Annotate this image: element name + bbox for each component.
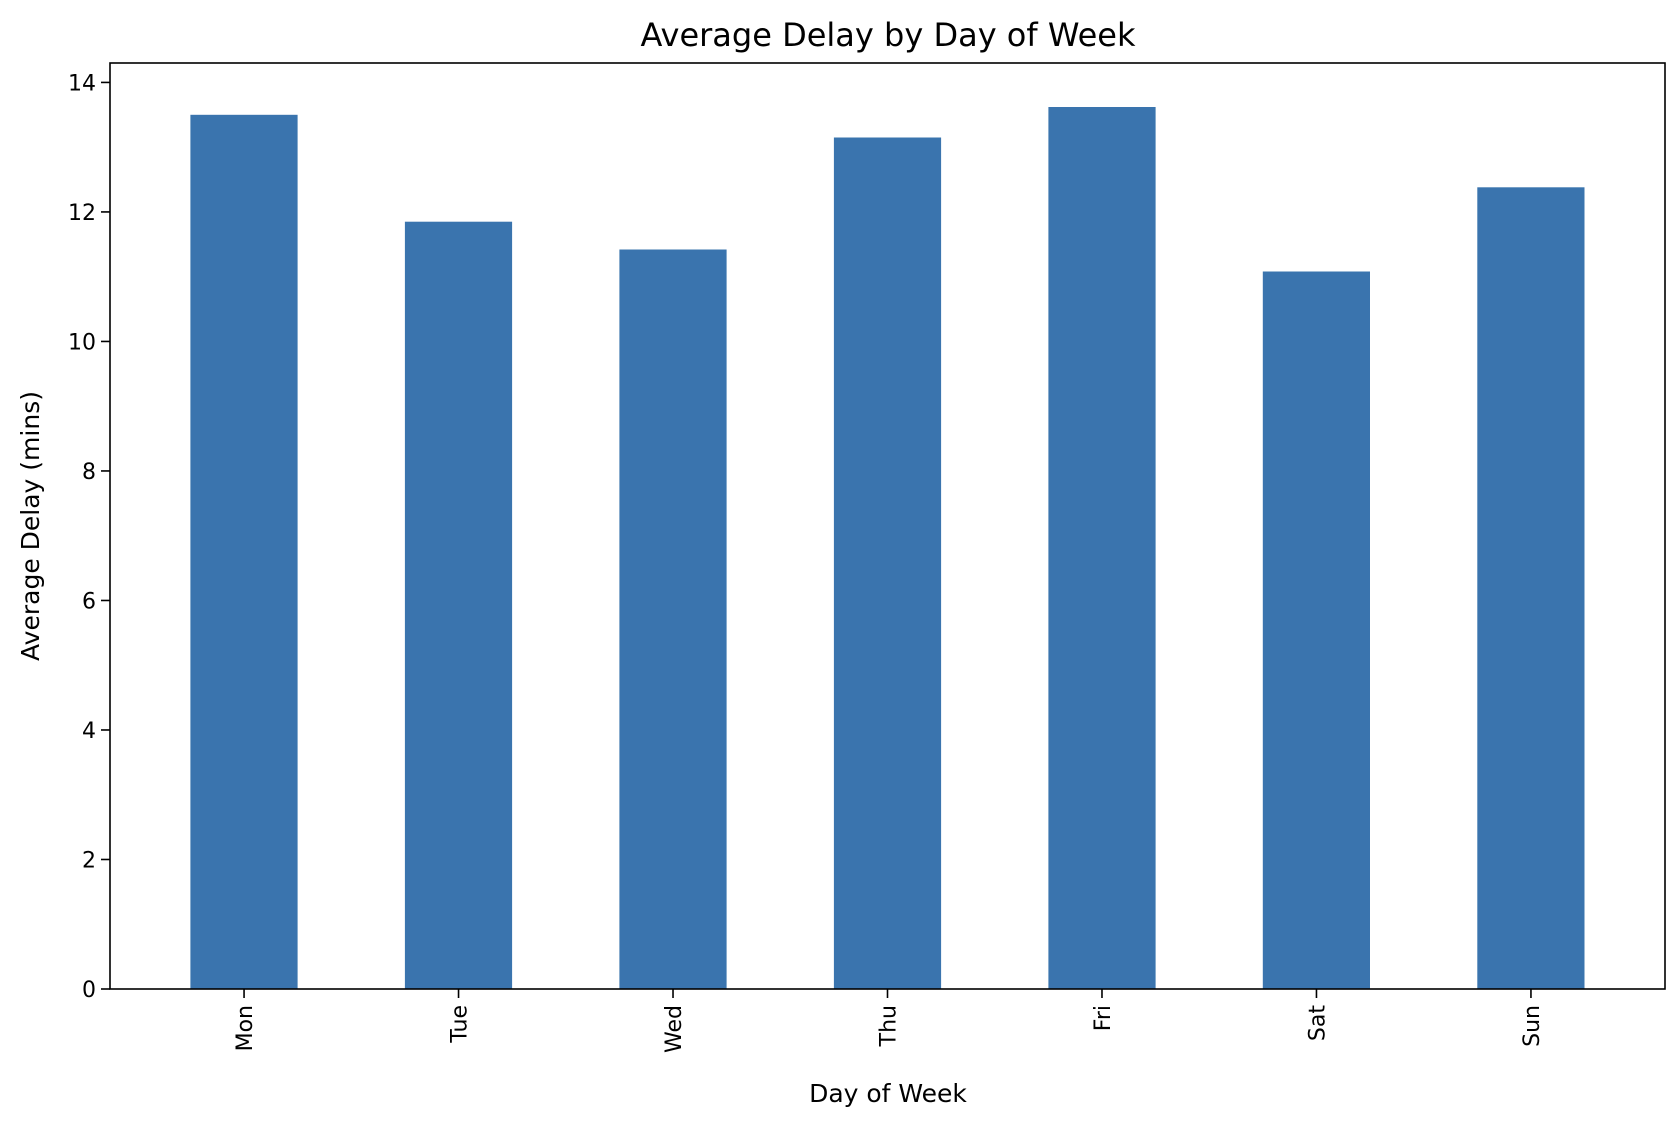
chart-title: Average Delay by Day of Week xyxy=(641,16,1136,54)
bars-group xyxy=(190,107,1585,990)
plot-frame xyxy=(109,62,1666,990)
bar-mon xyxy=(190,114,298,990)
y-tick-label-12: 12 xyxy=(68,201,96,226)
bar-sat xyxy=(1262,271,1370,989)
x-tick-label-thu: Thu xyxy=(877,1005,902,1047)
y-tick-label-10: 10 xyxy=(68,330,96,355)
x-tick-label-sun: Sun xyxy=(1520,1005,1545,1047)
y-tick-label-0: 0 xyxy=(82,978,96,1003)
bar-thu xyxy=(833,137,942,989)
bar-sun xyxy=(1477,187,1585,990)
y-tick-label-4: 4 xyxy=(82,719,96,744)
x-axis: Mon Tue Wed Thu Fri Sat Sun xyxy=(233,989,1545,1053)
x-tick-label-sat: Sat xyxy=(1305,1005,1330,1041)
bar-fri xyxy=(1048,107,1156,989)
y-tick-label-14: 14 xyxy=(68,71,96,96)
x-axis-label: Day of Week xyxy=(809,1079,967,1108)
x-tick-label-tue: Tue xyxy=(448,1005,473,1044)
bar-wed xyxy=(619,249,727,989)
x-tick-label-fri: Fri xyxy=(1091,1005,1116,1031)
x-tick-label-mon: Mon xyxy=(233,1005,258,1051)
y-tick-label-2: 2 xyxy=(82,848,96,873)
y-tick-label-6: 6 xyxy=(82,589,96,614)
y-tick-label-8: 8 xyxy=(82,460,96,485)
x-tick-label-wed: Wed xyxy=(662,1005,687,1053)
y-axis-label: Average Delay (mins) xyxy=(16,391,45,661)
bar-tue xyxy=(404,221,513,989)
y-axis: 0 2 4 6 8 10 12 14 xyxy=(68,71,110,1003)
